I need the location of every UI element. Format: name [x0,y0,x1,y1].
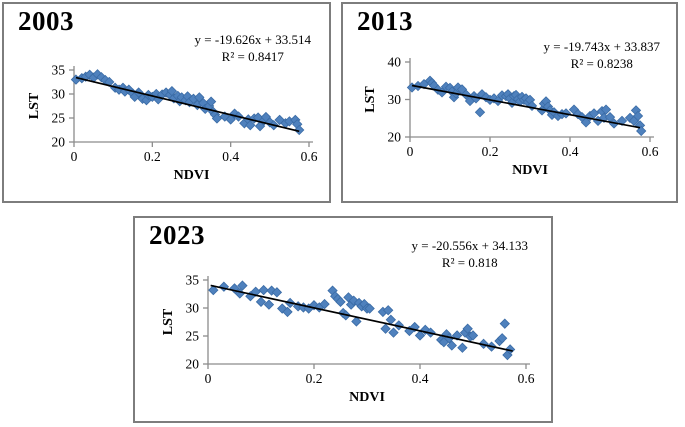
data-point [409,321,420,333]
chart-panel-2023: 2023 y = -20.556x + 34.133 R² = 0.818 20… [133,216,553,423]
x-axis-title: NDVI [349,390,385,405]
data-point [92,69,103,80]
data-point [351,316,362,327]
data-point [451,330,463,341]
data-point [294,124,305,136]
y-tick-label: 20 [388,130,402,145]
data-point [474,107,486,118]
chart-panel-2013: 2013 y = -19.743x + 33.837 R² = 0.8238 2… [341,2,678,203]
data-point [580,117,592,128]
y-tick-label: 30 [388,92,402,107]
trendline-equation: y = -20.556x + 34.133 [411,238,529,253]
data-point [526,100,538,112]
data-point [572,108,584,120]
data-point [467,330,479,341]
x-tick-label: 0.4 [222,149,239,164]
trend-line [411,84,641,129]
y-tick-label: 25 [186,329,200,344]
data-point [388,327,399,338]
data-point [282,306,293,318]
y-tick-label: 20 [186,357,200,372]
data-point [245,120,256,131]
x-tick-label: 0.2 [144,149,161,164]
data-point [205,96,217,107]
chart-panel-2003: 2003 y = -19.626x + 33.514 R² = 0.8417 2… [2,2,331,203]
chart-title-year-2023: 2023 [149,220,205,250]
data-point [271,287,283,298]
data-point [496,333,508,344]
data-point [383,305,394,316]
data-point [600,104,612,115]
x-tick-label: 0.6 [642,144,659,159]
data-point [364,303,375,314]
x-tick-label: 0 [71,149,78,164]
x-axis-title: NDVI [512,163,548,178]
y-axis-title: LST [161,308,176,335]
data-point [499,318,510,329]
data-point [208,284,219,296]
data-point [335,296,346,308]
data-point [478,338,489,350]
x-tick-label: 0.2 [482,144,499,159]
y-axis-title: LST [363,86,378,113]
data-point [237,280,248,291]
r-squared-label: R² = 0.818 [441,255,498,270]
y-tick-label: 30 [186,301,200,316]
trendline-equation: y = -19.743x + 33.837 [543,39,661,54]
data-point [218,281,230,292]
data-point [380,323,391,334]
y-tick-label: 35 [186,273,200,288]
annotation-block: y = -19.626x + 33.514 R² = 0.8417 [195,31,312,65]
trendline-equation: y = -19.626x + 33.514 [194,32,312,47]
data-point [343,292,354,303]
data-point [457,342,468,353]
data-point [84,69,95,80]
x-tick-label: 0 [407,144,414,159]
data-point [446,340,457,351]
x-axis-title: NDVI [174,168,210,183]
scatter-chart-2023: 20 25 30 35 0 0.2 0.4 0.6 NDVI LST [161,273,535,406]
y-tick-label: 20 [52,135,66,150]
x-tick-label: 0.6 [518,371,535,386]
scatter-chart-2013: 20 30 40 0 0.2 0.4 0.6 NDVI LST [363,55,659,179]
y-tick-label: 25 [52,111,66,126]
trend-line [210,284,513,352]
annotation-block: y = -19.743x + 33.837 R² = 0.8238 [544,38,661,72]
scatter-chart-2003: 20 25 30 35 0 0.2 0.4 0.6 NDVI LST [27,63,318,184]
data-point [255,296,267,308]
data-point [636,125,647,137]
data-point [219,111,230,122]
r-squared-label: R² = 0.8238 [570,56,633,71]
data-point [393,320,404,331]
data-point [258,284,269,296]
data-point [632,110,644,122]
trend-line [75,76,300,133]
data-point [588,108,600,119]
chart-title-year-2003: 2003 [18,6,74,36]
data-point [104,76,115,88]
y-axis-title: LST [27,92,42,119]
data-point [462,323,473,334]
data-point [96,72,107,83]
y-tick-label: 30 [52,87,66,102]
r-squared-label: R² = 0.8417 [221,49,284,64]
x-tick-label: 0.4 [412,371,429,386]
x-tick-label: 0.6 [301,149,318,164]
x-tick-label: 0 [205,371,212,386]
data-point [319,298,330,310]
data-point [385,314,397,325]
y-tick-label: 35 [52,63,66,78]
y-tick-label: 40 [388,55,402,70]
x-tick-label: 0.4 [562,144,579,159]
data-point [263,299,275,310]
chart-title-year-2013: 2013 [357,6,413,36]
x-tick-label: 0.2 [306,371,323,386]
data-point [414,330,426,341]
annotation-block: y = -20.556x + 34.133 R² = 0.818 [412,237,529,271]
